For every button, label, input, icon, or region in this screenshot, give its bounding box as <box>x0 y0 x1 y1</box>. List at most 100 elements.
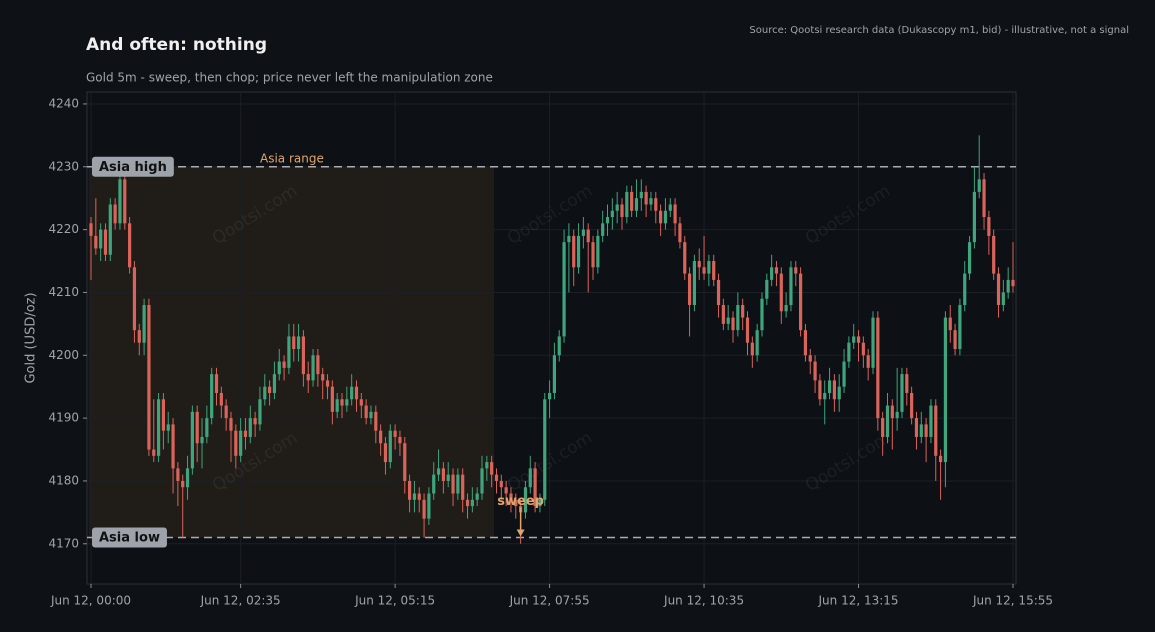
candle-body <box>996 273 1001 306</box>
y-tick-label: 4240 <box>48 96 79 110</box>
candle-body <box>210 374 214 419</box>
candle-body <box>185 468 190 488</box>
candle-body <box>721 305 725 324</box>
candle-body <box>407 480 412 500</box>
candle-body <box>900 374 904 412</box>
candle-body <box>799 273 803 331</box>
candle-body <box>504 487 508 494</box>
candle-body <box>137 330 141 343</box>
candle-body <box>852 336 856 343</box>
candle-body <box>948 317 952 331</box>
candle-body <box>340 399 344 406</box>
y-tick-label: 4230 <box>48 159 79 173</box>
candle-body <box>523 487 528 513</box>
candle-body <box>876 317 880 419</box>
shaded-range-label: Asia range <box>260 151 324 165</box>
candle-body <box>731 317 735 331</box>
candle-body <box>538 499 542 507</box>
candle-body <box>436 468 441 475</box>
x-tick-label: Jun 12, 02:35 <box>200 594 281 608</box>
candle-body <box>881 418 885 437</box>
candle-body <box>369 411 373 419</box>
candle-body <box>258 399 262 425</box>
candle-body <box>890 405 894 419</box>
candle-body <box>770 267 774 280</box>
y-tick-label: 4200 <box>48 348 79 362</box>
candle-body <box>359 399 363 406</box>
candle-body <box>630 191 634 211</box>
candle-body <box>1011 279 1015 287</box>
candle-body <box>808 355 812 362</box>
candle-body <box>229 418 233 431</box>
candle-body <box>451 474 455 494</box>
candle-body <box>765 279 769 299</box>
candle-body <box>277 361 281 375</box>
candle-body <box>456 474 460 494</box>
candle-body <box>200 436 204 444</box>
candle-body <box>490 462 494 475</box>
candle-body <box>818 380 822 400</box>
candle-body <box>417 493 421 500</box>
candle-body <box>287 336 291 368</box>
candle-body <box>128 223 132 268</box>
candle-body <box>350 386 354 400</box>
annotation-arrowhead <box>516 529 525 537</box>
candle-body <box>866 355 870 368</box>
candle-body <box>321 374 325 381</box>
candle-body <box>94 235 98 249</box>
candle-body <box>982 179 986 218</box>
candle-body <box>292 336 296 349</box>
candle-body <box>330 386 334 412</box>
x-tick-label: Jun 12, 13:15 <box>818 594 899 608</box>
candle-body <box>195 411 199 444</box>
candle-body <box>620 204 624 218</box>
candle-body <box>663 210 668 224</box>
x-tick-label: Jun 12, 05:15 <box>354 594 435 608</box>
candle-body <box>543 399 547 500</box>
level-label: Asia low <box>99 531 160 546</box>
candle-body <box>823 392 827 400</box>
candle-body <box>282 361 286 368</box>
candle-body <box>562 242 566 337</box>
candle-body <box>837 386 841 400</box>
candle-body <box>205 418 209 437</box>
candle-body <box>224 405 228 419</box>
candle-body <box>856 336 861 343</box>
candle-body <box>745 317 750 343</box>
candle-body <box>509 493 513 500</box>
candle-body <box>687 273 692 306</box>
candle-body <box>919 424 923 437</box>
candle-body <box>712 261 716 280</box>
candle-body <box>953 330 957 349</box>
chart-subtitle: Gold 5m - sweep, then chop; price never … <box>86 71 493 85</box>
candle-body <box>190 411 194 469</box>
candle-body <box>475 493 479 500</box>
candle-body <box>567 235 571 243</box>
candle-body <box>243 430 248 437</box>
candle-body <box>552 355 557 393</box>
candle-body <box>296 336 301 349</box>
candle-body <box>364 405 368 419</box>
candle-body <box>166 424 170 431</box>
candle-body <box>99 229 103 249</box>
candle-body <box>161 399 166 431</box>
candle-body <box>885 405 890 437</box>
candle-body <box>779 273 783 312</box>
candle-body <box>470 499 474 507</box>
candle-body <box>760 298 764 331</box>
y-tick-label: 4170 <box>48 536 79 550</box>
candle-body <box>311 355 315 381</box>
candle-body <box>147 305 151 450</box>
candle-body <box>659 210 663 224</box>
candle-body <box>697 261 701 268</box>
y-tick-label: 4180 <box>48 473 79 487</box>
candle-body <box>692 261 697 306</box>
candle-body <box>929 405 933 437</box>
candle-body <box>987 217 991 236</box>
candle-body <box>736 305 740 331</box>
candle-body <box>422 499 426 519</box>
candle-body <box>465 499 470 507</box>
candle-body <box>905 374 909 393</box>
candle-body <box>113 204 117 224</box>
